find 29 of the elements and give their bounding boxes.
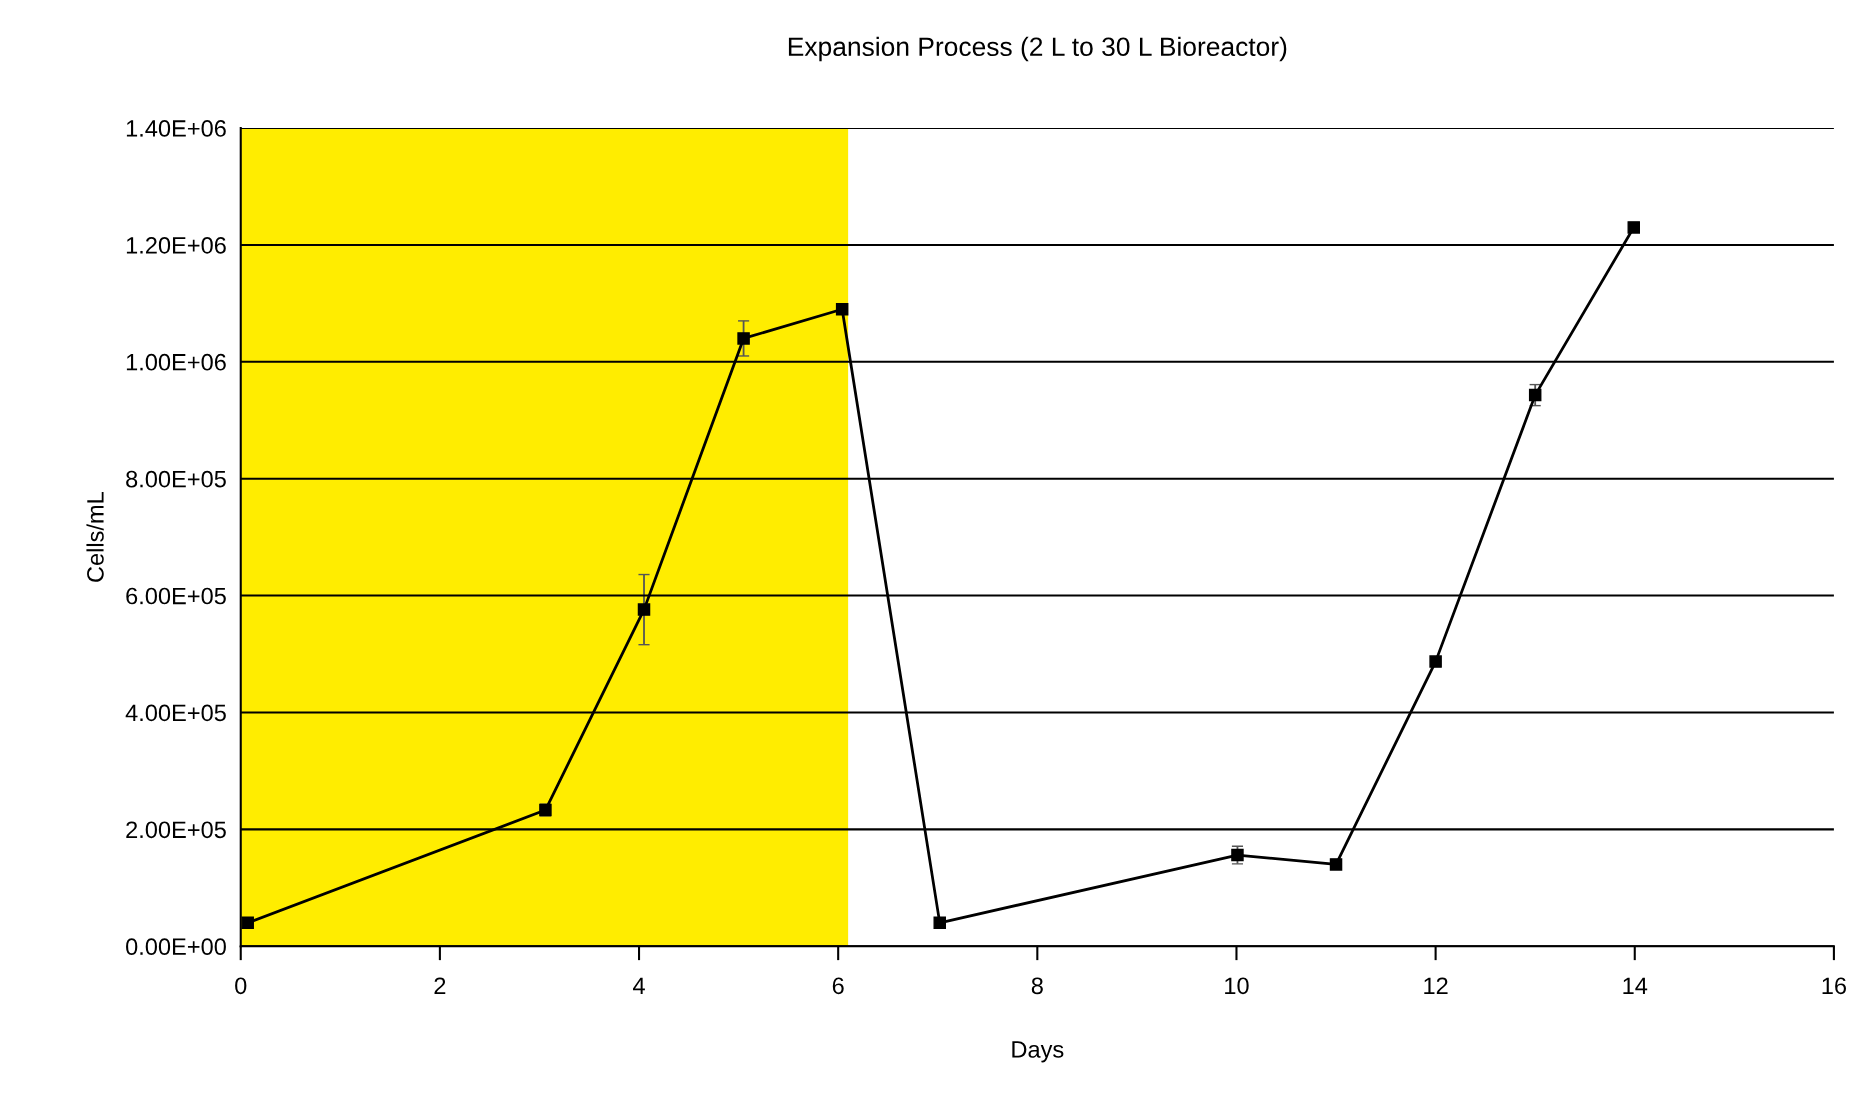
y-tick-label: 2.00E+05 — [126, 821, 226, 839]
y-tick-label: 6.00E+05 — [126, 587, 226, 605]
x-tick-label: 2 — [434, 977, 446, 994]
y-tick-label: 1.00E+06 — [126, 353, 226, 371]
x-tick-label: 4 — [633, 977, 645, 994]
point — [1627, 221, 1641, 234]
point — [835, 302, 849, 316]
point — [1528, 388, 1542, 402]
point — [1329, 858, 1343, 871]
point — [737, 332, 750, 345]
x-tick-label: 12 — [1424, 977, 1448, 994]
point — [637, 603, 651, 616]
x-tick-label: 0 — [235, 977, 247, 995]
x-tick-label: 8 — [1031, 977, 1043, 995]
y-axis-title: Cells/mL — [86, 492, 104, 582]
point — [933, 916, 946, 930]
y-tick-label: 0.00E+00 — [126, 938, 226, 956]
x-axis-title: Days — [1012, 1041, 1064, 1063]
y-tick-label: 4.00E+05 — [125, 704, 226, 722]
x-tick-label: 16 — [1822, 977, 1846, 995]
x-tick-label: 14 — [1623, 977, 1648, 994]
y-tick-label: 1.20E+06 — [126, 236, 226, 254]
x-tick-label: 6 — [832, 977, 844, 995]
point — [241, 916, 254, 930]
x-tick-label: 10 — [1225, 977, 1249, 995]
y-tick-label: 1.40E+06 — [126, 120, 226, 137]
y-tick-label: 8.00E+05 — [126, 470, 226, 488]
point — [1429, 655, 1442, 668]
chart-title: Expansion Process (2 L to 30 L Bioreactor) — [788, 36, 1287, 62]
